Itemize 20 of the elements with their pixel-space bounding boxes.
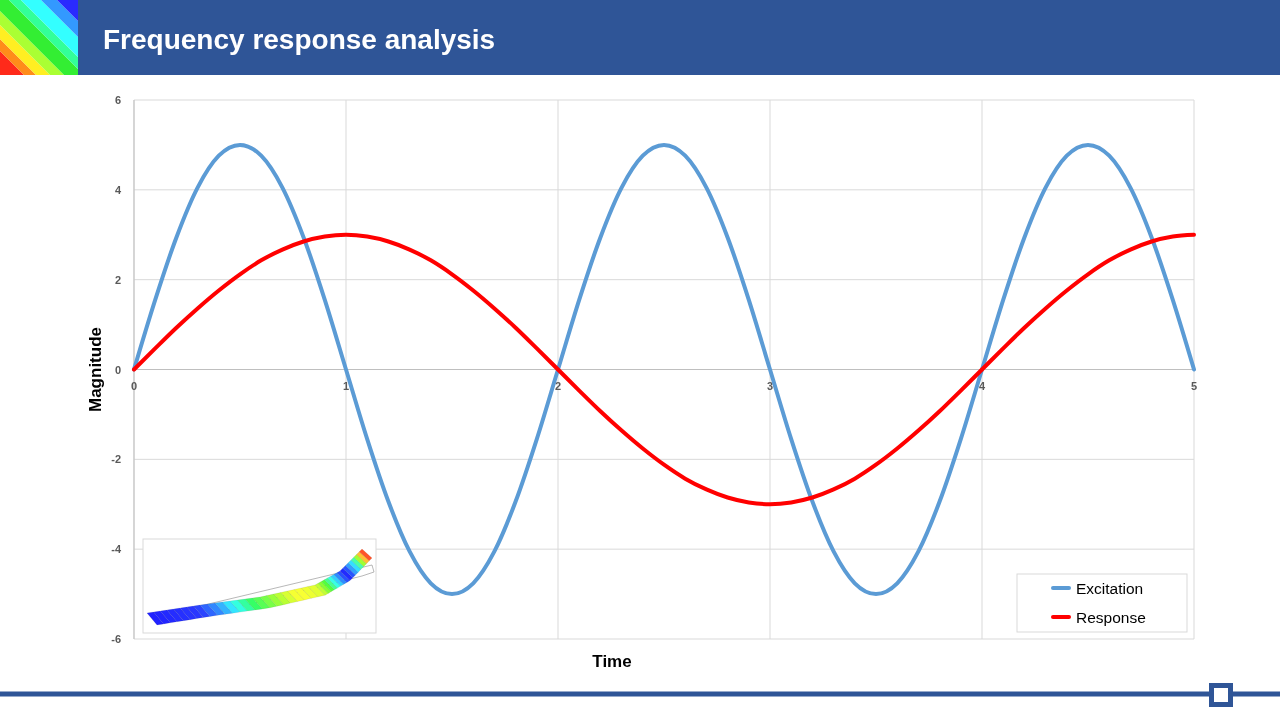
y-tick-label: 0 [114,363,121,376]
x-tick-label: 0 [130,379,138,392]
x-axis-title: Time [592,652,632,671]
x-tick-label: 4 [978,379,986,392]
legend-label: Excitation [1076,579,1144,597]
line-series [132,232,1196,507]
y-tick-label: 4 [114,183,122,196]
y-tick-label: 2 [114,273,121,286]
y-tick-label: -4 [111,543,122,556]
y-tick-label: -6 [111,633,121,645]
x-tick-label: 1 [342,379,350,392]
y-axis-title: Magnitude [86,327,105,412]
x-tick-label: 5 [1190,379,1198,392]
y-tick-label: 6 [114,94,121,106]
chart-title: Frequency response analysis [103,24,496,55]
y-tick-label: -2 [111,453,121,466]
x-tick-label: 3 [766,379,774,392]
line-series [132,142,1196,597]
legend-label: Response [1076,608,1146,626]
x-tick-label: 2 [554,379,562,392]
